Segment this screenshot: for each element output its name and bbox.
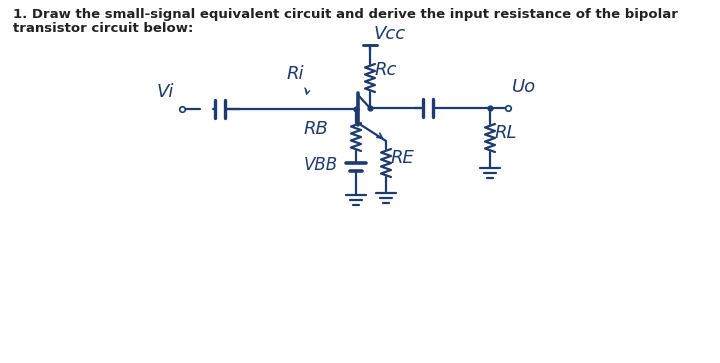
Text: RE: RE <box>391 149 415 167</box>
Text: Rc: Rc <box>375 61 397 79</box>
Text: VBB: VBB <box>304 156 338 174</box>
Text: Vcc: Vcc <box>374 25 406 43</box>
Text: 1. Draw the small-signal equivalent circuit and derive the input resistance of t: 1. Draw the small-signal equivalent circ… <box>13 8 678 21</box>
Text: RB: RB <box>303 120 328 138</box>
Text: Ri: Ri <box>287 65 304 83</box>
Text: RL: RL <box>495 124 518 142</box>
Text: Vi: Vi <box>157 83 174 101</box>
Text: transistor circuit below:: transistor circuit below: <box>13 22 194 35</box>
Text: Uo: Uo <box>512 78 536 96</box>
